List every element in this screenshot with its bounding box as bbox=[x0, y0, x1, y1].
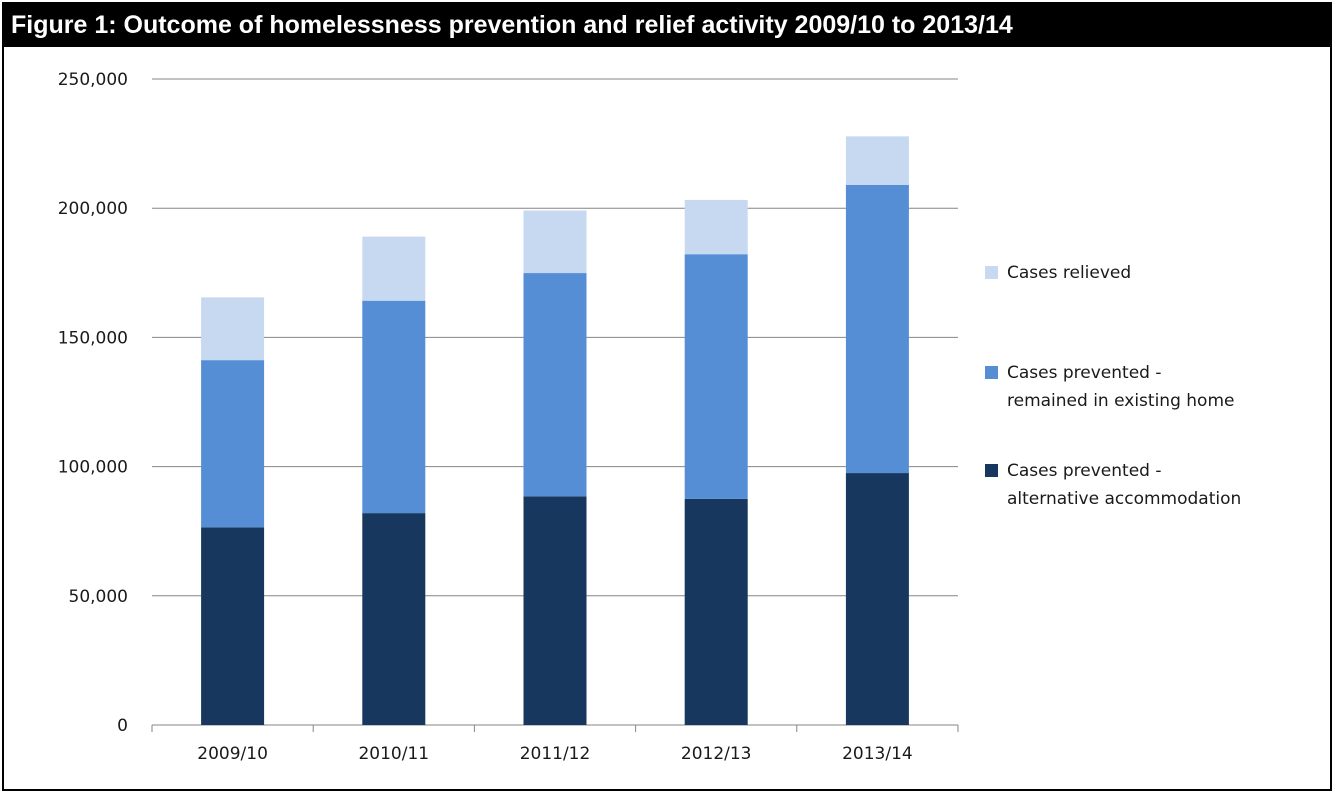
x-tick-label: 2012/13 bbox=[681, 744, 752, 764]
bar-segment-alternative bbox=[362, 513, 426, 725]
y-tick-label: 250,000 bbox=[58, 70, 128, 90]
y-tick-label: 100,000 bbox=[58, 458, 128, 478]
bar-segment-alternative bbox=[201, 527, 265, 725]
y-tick-label: 0 bbox=[117, 716, 128, 736]
bar-segment-remained bbox=[523, 273, 587, 497]
bar-segment-remained bbox=[362, 300, 426, 514]
y-tick-label: 150,000 bbox=[58, 328, 128, 348]
bar-segment-remained bbox=[684, 254, 748, 499]
bar-segment-relieved bbox=[845, 136, 909, 185]
bar-segment-relieved bbox=[523, 210, 587, 274]
legend-label: Cases prevented - bbox=[1007, 461, 1161, 481]
bar-segment-remained bbox=[845, 184, 909, 474]
figure-title: Figure 1: Outcome of homelessness preven… bbox=[4, 4, 1330, 47]
legend-swatch-relieved bbox=[985, 266, 998, 279]
bar-segment-alternative bbox=[845, 473, 909, 725]
x-tick-label: 2010/11 bbox=[358, 744, 429, 764]
bar-segment-remained bbox=[201, 360, 265, 528]
bar-segment-relieved bbox=[201, 297, 265, 361]
x-tick-label: 2009/10 bbox=[197, 744, 268, 764]
legend-label: alternative accommodation bbox=[1007, 489, 1241, 509]
legend-label: Cases prevented - bbox=[1007, 363, 1161, 383]
legend-swatch-alternative bbox=[985, 464, 998, 477]
legend-label: Cases relieved bbox=[1007, 263, 1131, 283]
bar-segment-alternative bbox=[684, 498, 748, 725]
bar-segment-alternative bbox=[523, 496, 587, 725]
y-tick-label: 50,000 bbox=[69, 587, 128, 607]
legend-swatch-remained bbox=[985, 366, 998, 379]
legend-label: remained in existing home bbox=[1007, 391, 1234, 411]
x-tick-label: 2013/14 bbox=[842, 744, 913, 764]
y-tick-label: 200,000 bbox=[58, 199, 128, 219]
bar-segment-relieved bbox=[362, 236, 426, 301]
x-tick-label: 2011/12 bbox=[520, 744, 591, 764]
bar-segment-relieved bbox=[684, 199, 748, 255]
